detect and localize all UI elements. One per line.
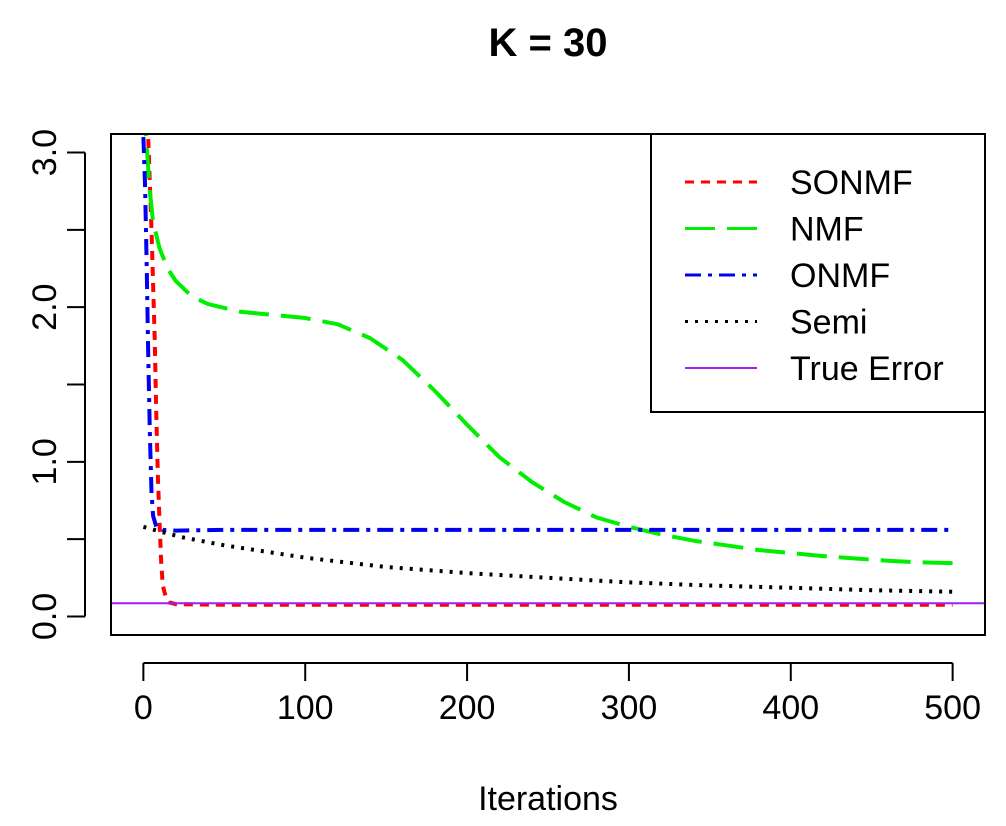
chart-title: K = 30 [489,21,608,65]
y-tick-label: 3.0 [26,129,64,176]
series-layer [111,134,985,607]
x-axis-label: Iterations [478,780,618,818]
x-axis: 0 100 200 300 400 500 [134,662,981,727]
series-line-semi [142,524,953,594]
legend-label: NMF [790,211,864,249]
legend: SONMF NMF ONMF Semi True Error [650,133,986,413]
x-tick-label: 300 [601,689,658,727]
x-tick-label: 200 [439,689,496,727]
y-tick-label: 1.0 [26,438,64,485]
y-tick-label: 0.0 [26,593,64,640]
x-tick-label: 0 [134,689,153,727]
legend-label: Semi [790,304,867,342]
legend-label: ONMF [790,257,890,295]
y-axis: 0.0 1.0 2.0 3.0 [26,129,86,640]
y-tick-label: 2.0 [26,284,64,331]
series-line-sonmf [145,134,953,607]
x-tick-label: 500 [924,689,981,727]
series-line-onmf [141,137,953,533]
legend-label: SONMF [790,164,913,202]
legend-label: True Error [790,350,944,388]
legend-box [650,133,986,413]
x-tick-label: 100 [277,689,334,727]
x-tick-label: 400 [762,689,819,727]
